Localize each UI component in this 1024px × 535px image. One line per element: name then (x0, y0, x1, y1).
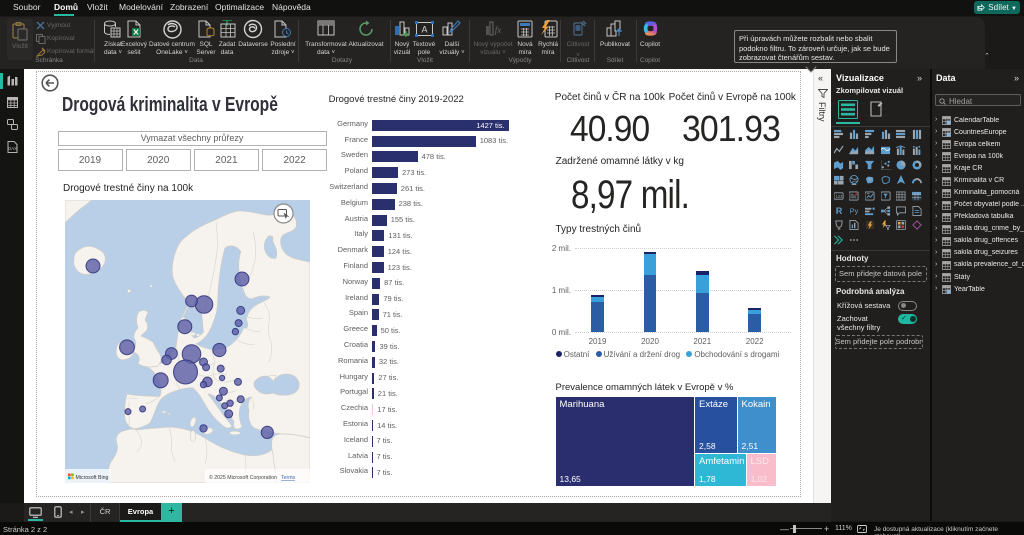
svg-text:A: A (421, 25, 427, 35)
svg-text:Terms: Terms (281, 475, 296, 481)
svg-text:123: 123 (835, 194, 843, 199)
svg-text:DAX: DAX (8, 146, 17, 151)
svg-text:Py: Py (850, 206, 859, 215)
svg-text:fx: fx (495, 25, 502, 35)
svg-text:© 2025 Microsoft Corporation: © 2025 Microsoft Corporation (209, 474, 277, 481)
svg-text:R: R (835, 206, 842, 216)
svg-text:Microsoft Bing: Microsoft Bing (75, 475, 108, 481)
